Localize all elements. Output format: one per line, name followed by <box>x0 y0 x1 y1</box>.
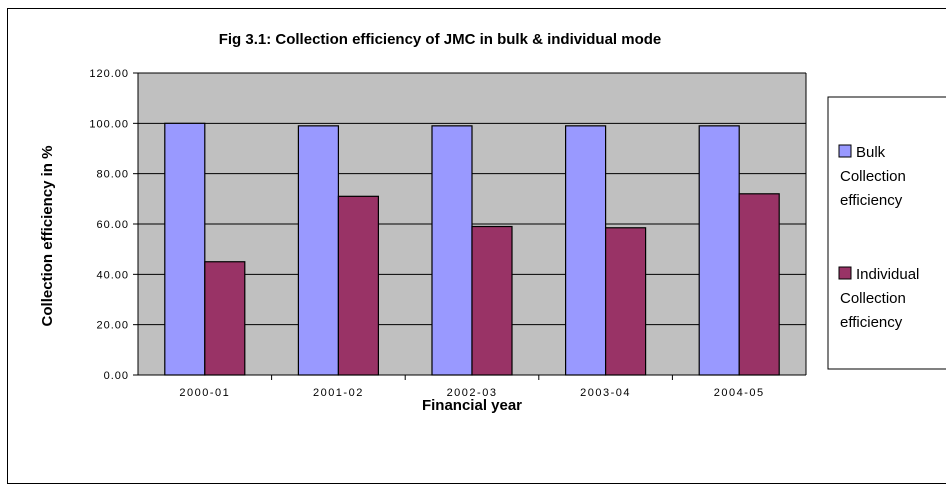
plot-area: 0.00 20.00 40.00 60.00 80.00 100.00 120.00 2000… <box>89 68 807 399</box>
chart-frame <box>7 8 946 484</box>
bar-bulk <box>297 125 339 376</box>
legend-swatch <box>838 144 852 158</box>
legend-label: Bulk <box>856 144 886 161</box>
x-tick-label: 2004-05 <box>714 387 765 399</box>
legend-label: Collection <box>840 290 906 307</box>
legend-label: efficiency <box>840 192 903 209</box>
y-axis-label: Collection efficiency in % <box>39 146 56 327</box>
bar-bulk <box>698 125 740 376</box>
bar-individual <box>738 193 780 376</box>
x-tick-label: 2000-01 <box>179 387 230 399</box>
bar-individual <box>604 227 647 376</box>
bar-individual <box>471 225 513 376</box>
x-axis-label: Financial year <box>422 397 522 414</box>
bar-bulk <box>164 122 206 376</box>
bar-individual <box>337 195 379 376</box>
x-tick-label: 2001-02 <box>313 387 364 399</box>
legend-label: efficiency <box>840 314 903 331</box>
y-tick-label: 20.00 <box>96 320 129 332</box>
legend-swatch <box>838 266 852 280</box>
legend-label: Collection <box>840 168 906 185</box>
chart-title: Fig 3.1: Collection efficiency of JMC in… <box>219 31 662 48</box>
y-tick-label: 0.00 <box>104 370 129 382</box>
legend-box <box>827 96 946 370</box>
legend-label: Individual <box>856 266 919 283</box>
x-tick-label: 2002-03 <box>447 387 498 399</box>
y-tick-label: 60.00 <box>96 219 129 231</box>
y-tick-label: 100.00 <box>89 118 129 130</box>
x-tick-label: 2003-04 <box>580 387 631 399</box>
y-tick-label: 120.00 <box>89 68 129 80</box>
bar-bulk <box>431 125 473 376</box>
y-tick-label: 80.00 <box>96 169 129 181</box>
legend: Bulk Collection efficiency Individual Collec… <box>827 96 946 370</box>
bar-bulk <box>564 125 607 376</box>
bar-individual <box>204 261 246 376</box>
y-tick-label: 40.00 <box>96 269 129 281</box>
